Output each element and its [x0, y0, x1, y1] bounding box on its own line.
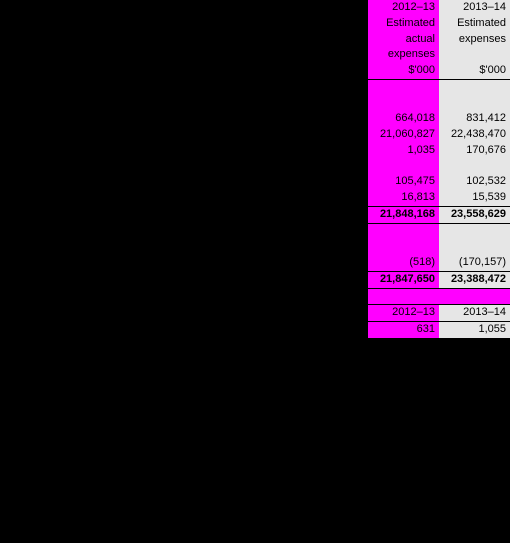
cell-r2c2: 22,438,470: [439, 127, 510, 143]
hdr-unit-2: $'000: [439, 63, 510, 79]
data-row-5: 16,813 15,539: [368, 190, 510, 206]
spacer-row: [368, 223, 510, 239]
subtotal-c2: 23,558,629: [439, 206, 510, 223]
header-row-line2: actual expenses: [368, 32, 510, 48]
hdr-year-1: 2012–13: [368, 0, 439, 16]
data-row-1: 664,018 831,412: [368, 111, 510, 127]
spacer-row: [368, 239, 510, 255]
footer-year-row: 2012–13 2013–14: [368, 305, 510, 322]
cell-r5c2: 15,539: [439, 190, 510, 206]
financial-table: 2012–13 2013–14 Estimated Estimated actu…: [368, 0, 510, 339]
spacer-row: [368, 159, 510, 175]
data-row-6: (518) (170,157): [368, 255, 510, 271]
total-c2: 23,388,472: [439, 271, 510, 288]
header-row-line1: Estimated Estimated: [368, 16, 510, 32]
table: 2012–13 2013–14 Estimated Estimated actu…: [368, 0, 510, 339]
header-row-line3: expenses: [368, 47, 510, 63]
data-row-4: 105,475 102,532: [368, 174, 510, 190]
hdr-l1-1: Estimated: [368, 16, 439, 32]
cell-r6c2: (170,157): [439, 255, 510, 271]
hdr-unit-1: $'000: [368, 63, 439, 79]
cell-r4c1: 105,475: [368, 174, 439, 190]
cell-r5c1: 16,813: [368, 190, 439, 206]
header-row-unit: $'000 $'000: [368, 63, 510, 79]
total-row: 21,847,650 23,388,472: [368, 271, 510, 288]
spacer-row: [368, 79, 510, 95]
cell-r2c1: 21,060,827: [368, 127, 439, 143]
hdr-l2-1: actual: [368, 32, 439, 48]
hdr-l1-2: Estimated: [439, 16, 510, 32]
hdr-year-2: 2013–14: [439, 0, 510, 16]
hdr-l3-1: expenses: [368, 47, 439, 63]
cell-r6c1: (518): [368, 255, 439, 271]
cell-r4c2: 102,532: [439, 174, 510, 190]
total-c1: 21,847,650: [368, 271, 439, 288]
footer-val-row: 631 1,055: [368, 322, 510, 339]
hdr-l2-2: expenses: [439, 32, 510, 48]
subtotal-row: 21,848,168 23,558,629: [368, 206, 510, 223]
footer-year-2: 2013–14: [439, 305, 510, 322]
cell-r1c2: 831,412: [439, 111, 510, 127]
hdr-l3-2: [439, 47, 510, 63]
subtotal-c1: 21,848,168: [368, 206, 439, 223]
spacer-row: [368, 96, 510, 112]
footer-val-1: 631: [368, 322, 439, 339]
divider-row: [368, 288, 510, 305]
footer-year-1: 2012–13: [368, 305, 439, 322]
cell-r3c1: 1,035: [368, 143, 439, 159]
data-row-2: 21,060,827 22,438,470: [368, 127, 510, 143]
footer-val-2: 1,055: [439, 322, 510, 339]
header-row-year: 2012–13 2013–14: [368, 0, 510, 16]
data-row-3: 1,035 170,676: [368, 143, 510, 159]
cell-r3c2: 170,676: [439, 143, 510, 159]
cell-r1c1: 664,018: [368, 111, 439, 127]
